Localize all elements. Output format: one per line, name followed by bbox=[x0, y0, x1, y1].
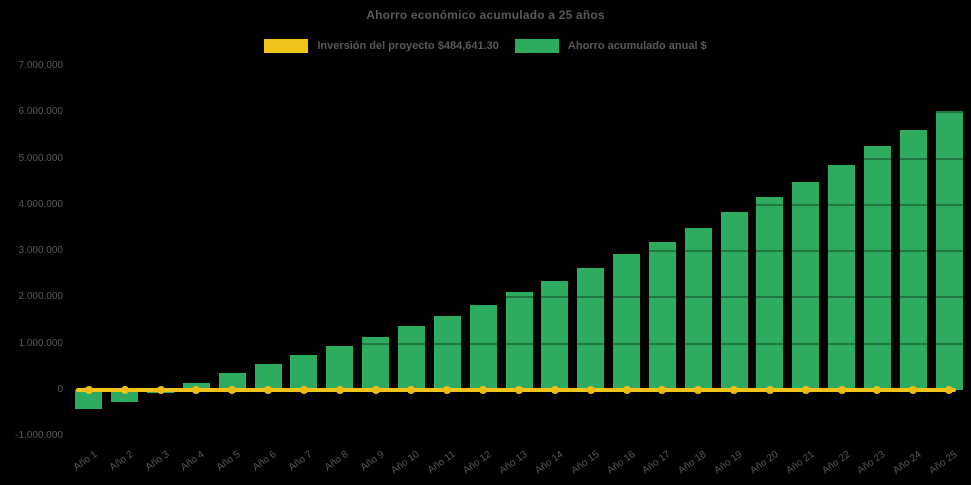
investment-line-marker bbox=[120, 386, 129, 394]
plot-area bbox=[71, 55, 967, 447]
bar-año-20 bbox=[756, 197, 784, 390]
investment-series-swatch bbox=[264, 39, 309, 53]
y-axis-tick-label: 3.000.000 bbox=[18, 245, 64, 257]
bar-año-1 bbox=[75, 390, 103, 409]
investment-line-marker bbox=[407, 386, 416, 394]
bar-año-11 bbox=[433, 316, 461, 390]
y-axis-tick-label: 2.000.000 bbox=[18, 291, 64, 303]
investment-line-marker bbox=[550, 386, 559, 394]
investment-line-marker bbox=[479, 386, 488, 394]
savings-series-label: Ahorro acumulado anual $ bbox=[567, 40, 707, 52]
investment-line-marker bbox=[909, 386, 918, 394]
investment-line-marker bbox=[192, 386, 201, 394]
bar-año-2 bbox=[111, 390, 139, 402]
investment-line-marker bbox=[515, 386, 523, 394]
gridline bbox=[71, 157, 967, 160]
savings-series-swatch bbox=[514, 39, 559, 53]
y-axis-tick-label: 5.000.000 bbox=[18, 152, 64, 164]
bar-año-12 bbox=[469, 304, 497, 390]
y-axis-tick-label: 7.000.000 bbox=[18, 59, 64, 71]
investment-line-marker bbox=[873, 386, 882, 394]
investment-series-label: Inversión del proyecto $484,641.30 bbox=[317, 40, 499, 52]
investment-line-marker bbox=[264, 386, 273, 394]
investment-line-marker bbox=[622, 386, 631, 394]
bar-año-6 bbox=[254, 364, 282, 390]
investment-line-marker bbox=[156, 386, 165, 394]
chart-title: Ahorro económico acumulado a 25 años bbox=[366, 8, 605, 22]
bar-año-21 bbox=[792, 181, 820, 390]
investment-line-marker bbox=[228, 386, 237, 394]
investment-line-marker bbox=[945, 386, 954, 394]
investment-line-marker bbox=[443, 386, 452, 394]
bar-año-10 bbox=[397, 326, 425, 390]
bar-año-7 bbox=[290, 354, 318, 390]
y-axis-tick-label: 1.000.000 bbox=[18, 337, 64, 349]
bar-año-25 bbox=[935, 111, 963, 390]
investment-line-marker bbox=[586, 386, 595, 394]
bar-año-14 bbox=[541, 280, 569, 390]
gridline bbox=[71, 111, 967, 114]
legend-item-savings: Ahorro acumulado anual $ bbox=[514, 39, 707, 53]
gridline bbox=[71, 250, 967, 253]
investment-line-marker bbox=[694, 386, 703, 394]
y-axis-tick-label: 4.000.000 bbox=[18, 198, 64, 210]
investment-line-marker bbox=[299, 386, 308, 394]
bar-año-17 bbox=[648, 241, 676, 390]
investment-line-marker bbox=[84, 386, 93, 394]
bar-año-16 bbox=[613, 253, 641, 390]
bar-año-15 bbox=[577, 268, 605, 390]
bar-año-18 bbox=[684, 228, 712, 390]
y-axis-tick-label: 6.000.000 bbox=[18, 106, 64, 118]
bar-año-22 bbox=[828, 164, 856, 390]
gridline bbox=[71, 342, 967, 345]
investment-line-marker bbox=[837, 386, 846, 394]
investment-line-marker bbox=[765, 386, 774, 394]
investment-line-marker bbox=[371, 386, 380, 394]
bar-año-13 bbox=[505, 292, 533, 390]
investment-line-marker bbox=[658, 386, 667, 394]
bar-año-23 bbox=[863, 146, 891, 390]
gridline bbox=[71, 203, 967, 206]
gridline bbox=[71, 435, 967, 438]
y-axis-tick-label: 0 bbox=[57, 384, 63, 395]
legend-item-investment: Inversión del proyecto $484,641.30 bbox=[264, 39, 499, 53]
bar-año-5 bbox=[218, 373, 246, 390]
gridline bbox=[71, 296, 967, 299]
bar-año-24 bbox=[899, 129, 927, 390]
investment-line-marker bbox=[801, 386, 810, 394]
bar-año-9 bbox=[362, 337, 390, 390]
y-axis-tick-label: -1.000.000 bbox=[15, 430, 63, 442]
bar-año-19 bbox=[720, 211, 748, 390]
bar-año-8 bbox=[326, 346, 354, 390]
investment-line-marker bbox=[730, 386, 739, 394]
chart-legend: Inversión del proyecto $484,641.30 Ahorr… bbox=[0, 39, 971, 53]
investment-line-marker bbox=[335, 386, 344, 394]
gridline bbox=[71, 64, 967, 67]
